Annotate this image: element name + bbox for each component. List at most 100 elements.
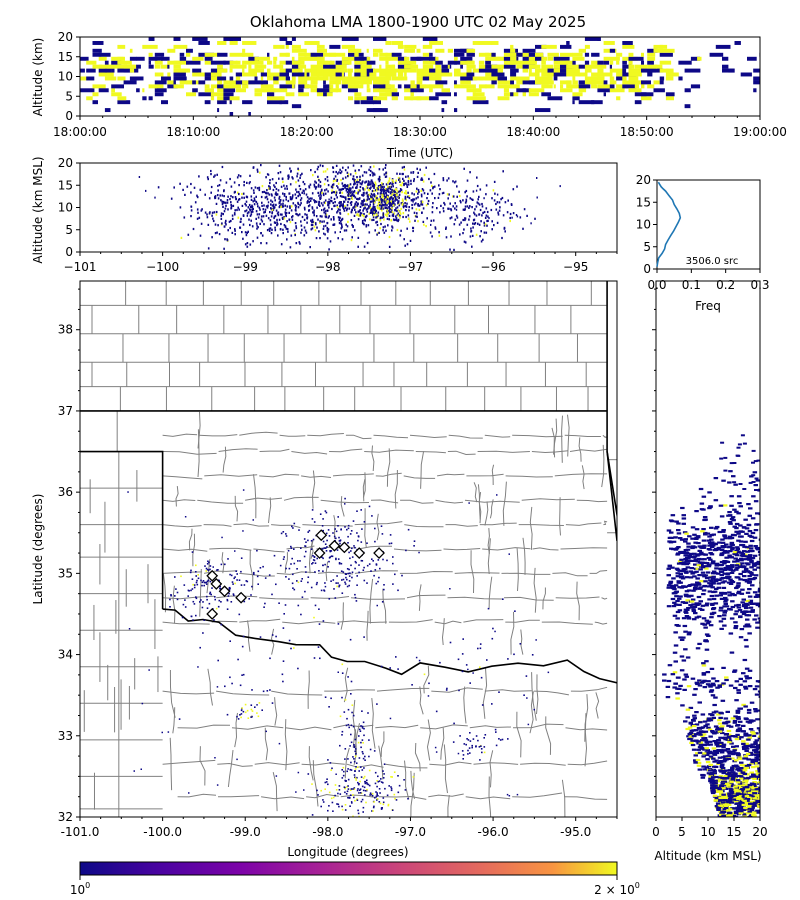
source-point: [239, 714, 241, 716]
lon-alt-cell: [425, 166, 427, 169]
time-height-cell: [435, 92, 451, 97]
alt-lat-cell: [705, 602, 710, 605]
lon-alt-cell: [231, 217, 234, 220]
time-height-cell: [341, 68, 348, 73]
lon-alt-cell: [445, 226, 447, 229]
lon-alt-cell: [190, 182, 192, 186]
lon-alt-cell: [289, 205, 291, 208]
lon-alt-cell: [385, 183, 388, 186]
county-line: [311, 470, 316, 509]
time-height-ylabel: Altitude (km): [31, 38, 45, 117]
lon-alt-cell: [354, 208, 356, 211]
time-height-cell: [404, 64, 413, 69]
lon-alt-cell: [268, 185, 270, 188]
time-height-cell: [304, 41, 320, 45]
alt-lat-cell: [719, 812, 724, 815]
county-line: [584, 694, 589, 742]
time-height-cell: [341, 84, 348, 89]
lon-alt-cell: [342, 187, 345, 190]
lon-alt-cell: [371, 211, 373, 214]
time-height-cell: [572, 60, 576, 65]
county-line: [443, 744, 448, 794]
source-point: [344, 503, 346, 505]
lon-alt-cell: [462, 208, 465, 211]
lon-alt-cell: [413, 203, 416, 206]
source-point: [213, 619, 215, 621]
lon-alt-cell: [346, 207, 349, 210]
lon-alt-cell: [319, 197, 321, 200]
lon-alt-cell: [323, 208, 325, 211]
alt-lat-cell: [744, 532, 749, 535]
lon-alt-cell: [383, 200, 386, 203]
lon-alt-cell: [347, 194, 350, 197]
county-line: [581, 465, 585, 490]
source-point: [325, 511, 328, 514]
county-line: [576, 581, 580, 621]
lon-alt-cell: [262, 208, 265, 211]
lon-alt-cell: [216, 173, 218, 176]
time-height-cell: [391, 64, 395, 69]
lon-alt-cell: [196, 194, 198, 197]
source-point: [350, 550, 352, 552]
source-point: [314, 604, 317, 607]
alt-lat-cell: [727, 511, 732, 514]
source-point: [220, 601, 222, 603]
source-point: [340, 562, 343, 565]
county-line: [350, 597, 406, 600]
plan-view-xtick-label: -100.0: [143, 825, 182, 839]
alt-lat-cell: [709, 534, 714, 537]
lon-alt-cell: [426, 217, 428, 220]
lon-alt-cell: [255, 200, 258, 203]
lon-alt-cell: [289, 196, 292, 199]
lon-alt-cell: [403, 191, 406, 195]
time-height-cell: [385, 64, 396, 69]
source-point: [462, 754, 465, 756]
lon-alt-cell: [406, 227, 408, 230]
alt-lat-cell: [715, 785, 721, 788]
alt-lat-cell: [721, 530, 726, 533]
time-height-cell: [348, 80, 360, 85]
source-point: [434, 746, 437, 749]
alt-lat-cell: [671, 605, 677, 608]
source-point: [346, 786, 348, 788]
lon-alt-cell: [420, 189, 422, 192]
alt-lat-cell: [708, 576, 713, 579]
alt-lat-cell: [683, 538, 688, 541]
source-point: [344, 787, 346, 790]
lon-alt-cell: [350, 201, 353, 204]
alt-lat-cell: [726, 807, 732, 810]
lon-alt-cell: [273, 221, 276, 224]
lon-alt-cell: [215, 213, 218, 216]
source-point: [367, 712, 369, 714]
lon-alt-cell: [343, 184, 346, 187]
time-height-cell: [354, 92, 362, 97]
source-point: [376, 792, 378, 794]
alt-lat-cell: [723, 566, 728, 570]
source-point: [377, 559, 380, 561]
time-height-cell: [385, 84, 395, 89]
source-point: [358, 564, 360, 566]
lon-alt-cell: [429, 231, 432, 234]
county-line: [301, 475, 332, 478]
time-height-cell: [435, 64, 441, 69]
alt-lat-cell: [749, 602, 755, 605]
county-line: [512, 434, 563, 438]
lon-alt-cell: [326, 226, 329, 230]
alt-lat-cell: [735, 546, 740, 549]
lon-alt-cell: [339, 205, 341, 208]
lon-alt-cell: [478, 203, 481, 206]
alt-lat-cell: [676, 529, 681, 532]
time-height-cell: [323, 84, 331, 89]
lon-alt-cell: [284, 204, 286, 207]
alt-lat-cell: [694, 537, 699, 540]
lon-alt-cell: [369, 169, 372, 173]
alt-lat-cell: [671, 577, 676, 580]
lon-alt-cell: [394, 199, 396, 202]
lon-alt-cell: [370, 197, 373, 200]
time-height-cell: [348, 88, 358, 93]
time-height-cell: [329, 60, 335, 65]
source-point: [288, 578, 290, 580]
source-point: [236, 715, 238, 718]
lon-alt-cell: [469, 197, 472, 200]
time-height-cell: [397, 76, 408, 81]
